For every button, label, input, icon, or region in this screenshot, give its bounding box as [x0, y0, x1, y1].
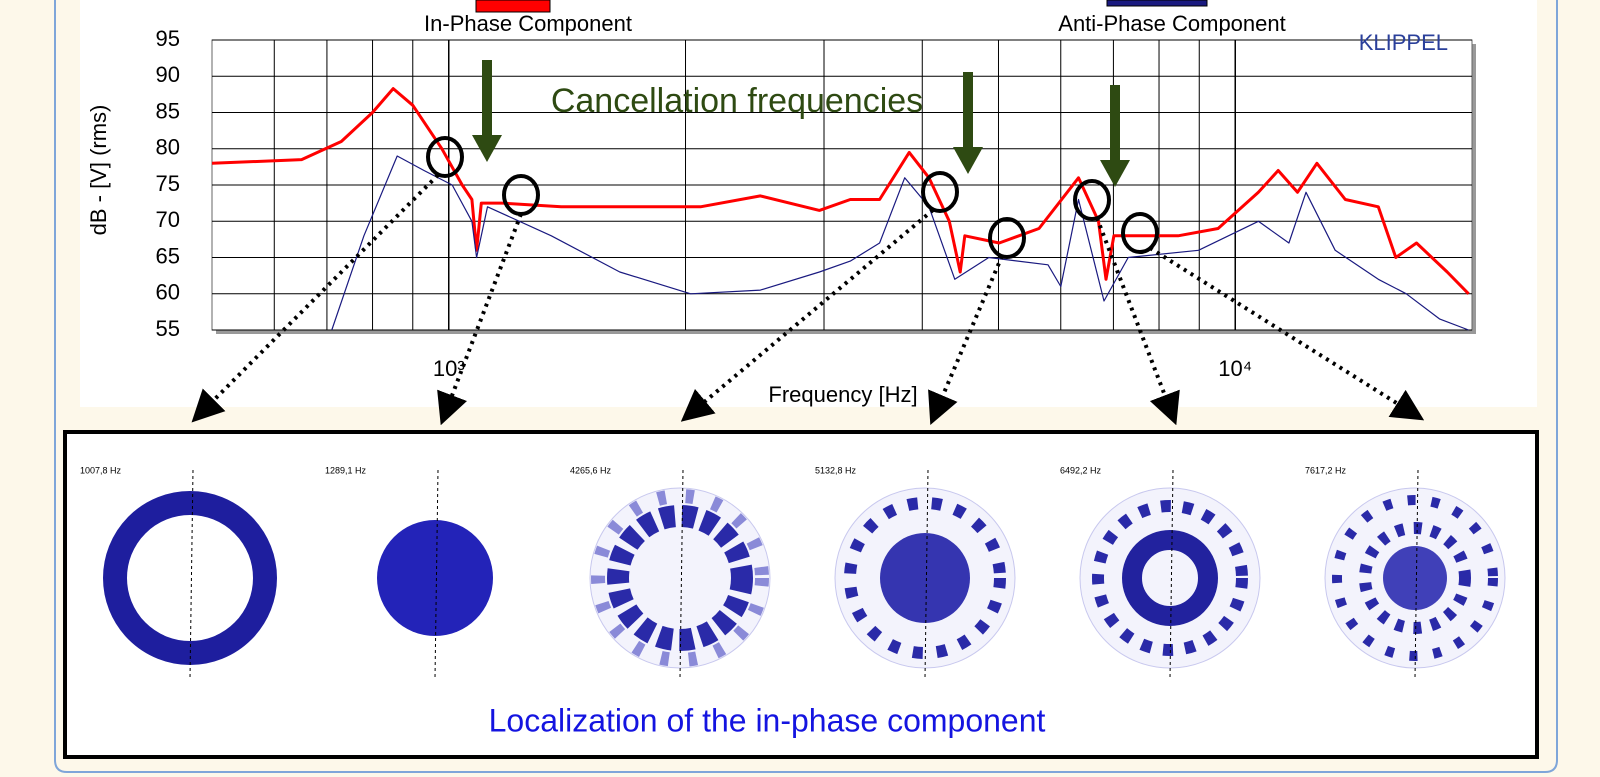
pattern-panel	[63, 430, 1539, 759]
y-tick-label: 85	[156, 98, 180, 123]
pattern-label: 5132,8 Hz	[815, 465, 857, 475]
x-tick-label: 10⁴	[1218, 356, 1252, 381]
x-tick-label: 10³	[433, 356, 465, 381]
caption: Localization of the in-phase component	[489, 702, 1046, 738]
y-tick-label: 75	[156, 171, 180, 196]
y-tick-label: 65	[156, 243, 180, 268]
pattern-axes	[189, 469, 1419, 679]
pointer-arrows	[191, 173, 1425, 426]
y-tick-label: 55	[156, 316, 180, 341]
pattern-label: 6492,2 Hz	[1060, 465, 1102, 475]
y-tick-label: 60	[156, 280, 180, 305]
legend-label: Anti-Phase Component	[1058, 11, 1285, 36]
y-tick-label: 90	[156, 62, 180, 87]
legend-swatch	[475, 0, 551, 13]
frame	[54, 0, 1558, 773]
y-axis-label: dB - [V] (rms)	[86, 105, 111, 236]
y-tick-label: 95	[156, 26, 180, 51]
legend-swatch	[1106, 0, 1208, 7]
pattern-label: 1007,8 Hz	[80, 465, 122, 475]
green-arrows	[472, 60, 1130, 187]
pattern-label: 4265,6 Hz	[570, 465, 612, 475]
y-tick-label: 70	[156, 207, 180, 232]
patterns	[103, 487, 1506, 669]
pattern-label: 7617,2 Hz	[1305, 465, 1347, 475]
y-tick-label: 80	[156, 135, 180, 160]
annotation: Cancellation frequencies	[551, 82, 923, 120]
pattern-label: 1289,1 Hz	[325, 465, 367, 475]
legend-label: In-Phase Component	[424, 11, 632, 36]
x-axis-label: Frequency [Hz]	[768, 382, 917, 407]
annotation: KLIPPEL	[1359, 30, 1448, 55]
